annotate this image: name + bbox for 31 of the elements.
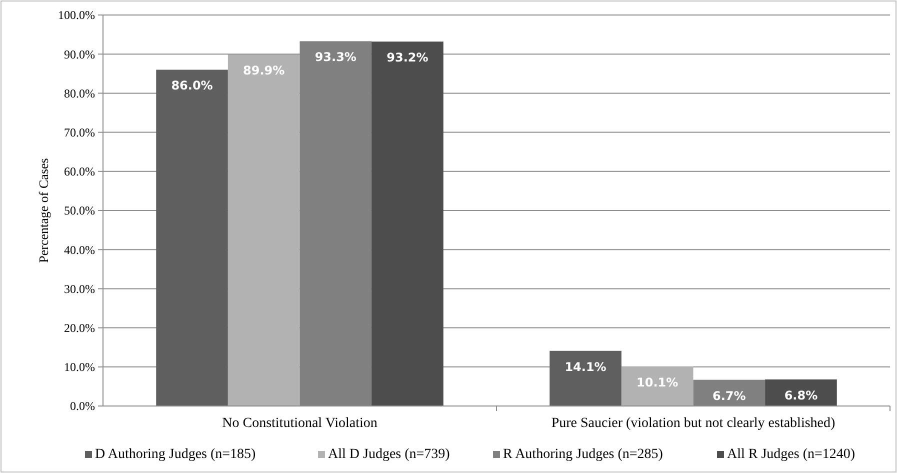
data-label: 93.3%: [314, 50, 356, 64]
legend-label: All R Judges (n=1240): [727, 447, 856, 462]
y-tick-label: 100.0%: [58, 8, 95, 22]
y-tick-label: 10.0%: [64, 360, 95, 374]
bar: [156, 70, 228, 406]
data-label: 14.1%: [564, 360, 606, 374]
legend-label: All D Judges (n=739): [328, 447, 450, 462]
bar: [621, 366, 694, 406]
x-tick-label: Pure Saucier (violation but not clearly established): [551, 416, 836, 431]
data-label: 10.1%: [636, 376, 678, 390]
y-axis-title: Percentage of Cases: [36, 158, 51, 263]
data-label: 86.0%: [171, 78, 213, 93]
bar: [372, 42, 444, 406]
y-tick-label: 90.0%: [64, 47, 95, 62]
x-tick-label: No Constitutional Violation: [222, 416, 378, 431]
y-tick-label: 70.0%: [64, 126, 95, 140]
bar: [228, 54, 300, 406]
data-label: 93.2%: [386, 50, 428, 65]
y-tick-label: 40.0%: [64, 242, 95, 257]
y-tick-label: 30.0%: [64, 282, 95, 296]
legend-label: R Authoring Judges (n=285): [503, 447, 664, 462]
data-label: 89.9%: [243, 63, 285, 78]
y-tick-label: 0.0%: [70, 399, 95, 414]
legend-label: D Authoring Judges (n=185): [95, 447, 256, 462]
data-label: 6.7%: [712, 388, 746, 403]
data-label: 6.8%: [784, 388, 818, 402]
y-tick-label: 20.0%: [64, 321, 95, 335]
y-tick-label: 60.0%: [64, 164, 95, 179]
y-tick-label: 80.0%: [64, 86, 95, 100]
y-tick-label: 50.0%: [64, 204, 95, 218]
bar: [550, 350, 622, 406]
